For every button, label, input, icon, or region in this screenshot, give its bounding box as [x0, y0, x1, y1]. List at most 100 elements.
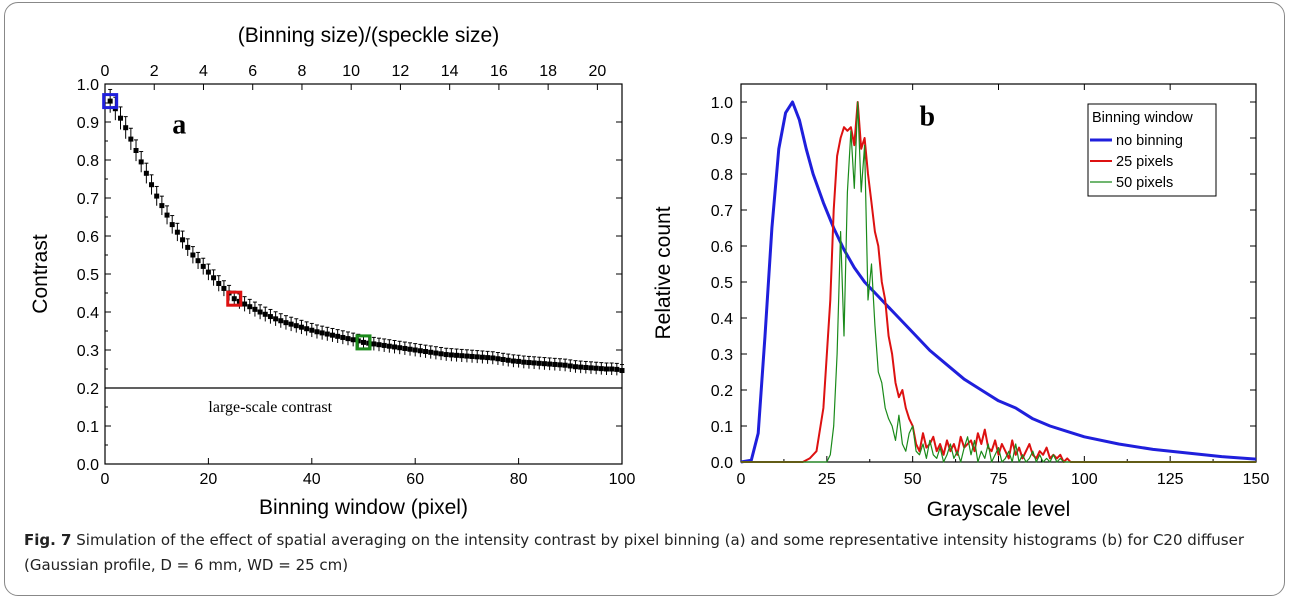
data-point — [262, 311, 268, 317]
data-point — [469, 353, 475, 359]
data-point — [407, 346, 413, 352]
data-point — [200, 263, 206, 269]
data-point — [221, 285, 227, 291]
data-point — [593, 365, 599, 371]
data-point — [526, 360, 532, 366]
data-point — [340, 334, 346, 340]
highlight-marker-blue — [102, 93, 119, 110]
caption-text: Simulation of the effect of spatial aver… — [24, 531, 1245, 574]
y-tick-label-b: 0.5 — [711, 275, 733, 292]
top-x-tick-label-a: 4 — [199, 63, 208, 80]
data-point — [578, 364, 584, 370]
y-tick-label-a: 0.4 — [77, 305, 99, 322]
x-tick-label-b: 25 — [818, 471, 836, 488]
data-point — [278, 318, 284, 324]
data-point — [107, 98, 113, 104]
top-x-tick-label-a: 16 — [490, 63, 508, 80]
data-point — [433, 350, 439, 356]
legend-label: no binning — [1116, 133, 1183, 149]
data-point — [154, 193, 160, 199]
data-point — [428, 349, 434, 355]
data-point — [257, 309, 263, 315]
y-tick-label-b: 0.1 — [711, 419, 733, 436]
data-point — [386, 343, 392, 349]
data-point — [185, 244, 191, 250]
legend-title: Binning window — [1092, 110, 1193, 126]
data-point — [298, 324, 304, 330]
data-point — [123, 125, 129, 131]
data-point — [376, 342, 382, 348]
data-point — [495, 356, 501, 362]
data-point — [459, 353, 465, 359]
data-point — [417, 348, 423, 354]
data-point — [273, 316, 279, 322]
data-point — [247, 304, 253, 310]
top-x-axis-title-a: (Binning size)/(speckle size) — [238, 24, 499, 47]
top-x-tick-label-a: 18 — [539, 63, 557, 80]
data-point — [572, 364, 578, 370]
data-point — [118, 115, 124, 121]
data-point — [438, 351, 444, 357]
y-tick-label-a: 0.9 — [77, 115, 99, 132]
data-point — [133, 148, 139, 153]
data-point — [588, 365, 594, 371]
data-point — [174, 229, 180, 235]
data-point — [216, 281, 222, 286]
plot-frame-a — [104, 83, 623, 465]
data-point — [516, 358, 522, 364]
data-point — [350, 337, 356, 343]
data-point — [231, 296, 237, 302]
data-point — [267, 314, 273, 320]
data-point — [412, 347, 418, 353]
data-point — [485, 355, 491, 361]
x-tick-label-a: 100 — [609, 471, 636, 488]
data-point — [371, 341, 377, 347]
data-point — [423, 349, 429, 355]
data-point — [324, 331, 330, 337]
data-point — [361, 339, 366, 345]
data-point — [283, 320, 289, 326]
data-point — [252, 306, 258, 312]
reference-line-label: large-scale contrast — [208, 399, 332, 416]
y-tick-label-b: 0.4 — [711, 311, 733, 328]
y-tick-label-a: 0.7 — [77, 191, 99, 208]
y-tick-label-b: 0.8 — [711, 167, 733, 184]
data-point — [510, 358, 516, 364]
top-x-tick-label-a: 14 — [441, 63, 459, 80]
data-point — [402, 345, 408, 351]
top-x-tick-label-a: 2 — [150, 63, 159, 80]
data-point — [598, 366, 604, 372]
series-line-blue — [740, 100, 1257, 464]
data-point — [490, 355, 496, 361]
panel-b: 0 25 50 75 100 125 150 0.0 0.1 0.2 0.3 0.4 0.5 0.6 0.7… — [652, 83, 1270, 521]
y-axis-title-b: Relative count — [652, 206, 675, 339]
data-point — [143, 170, 149, 176]
x-tick-label-a: 40 — [303, 471, 321, 488]
top-x-tick-label-a: 20 — [588, 63, 606, 80]
x-tick-label-b: 150 — [1243, 471, 1270, 488]
data-point — [397, 345, 403, 351]
data-point — [205, 269, 211, 275]
data-point — [335, 333, 341, 339]
data-point — [211, 275, 217, 281]
y-tick-label-a: 0.0 — [77, 457, 99, 474]
legend-label: 25 pixels — [1116, 154, 1173, 170]
y-tick-label-b: 0.2 — [711, 383, 733, 400]
caption-label: Fig. 7 — [24, 531, 72, 549]
highlight-marker-green — [355, 334, 372, 351]
y-tick-label-a: 0.6 — [77, 229, 99, 246]
y-tick-label-a: 1.0 — [77, 77, 99, 94]
data-point — [448, 352, 454, 358]
data-point — [329, 332, 335, 338]
y-axis-title-a: Contrast — [29, 234, 52, 314]
data-point — [464, 353, 470, 359]
x-tick-label-b: 0 — [737, 471, 746, 488]
data-point — [547, 361, 553, 367]
top-x-tick-label-a: 8 — [297, 63, 306, 80]
panel-label-a: a — [172, 109, 186, 140]
y-tick-label-b: 0.0 — [711, 455, 733, 472]
x-tick-label-a: 80 — [510, 471, 528, 488]
x-tick-label-b: 125 — [1157, 471, 1184, 488]
x-tick-label-b: 50 — [904, 471, 922, 488]
highlight-marker-red — [226, 290, 243, 307]
